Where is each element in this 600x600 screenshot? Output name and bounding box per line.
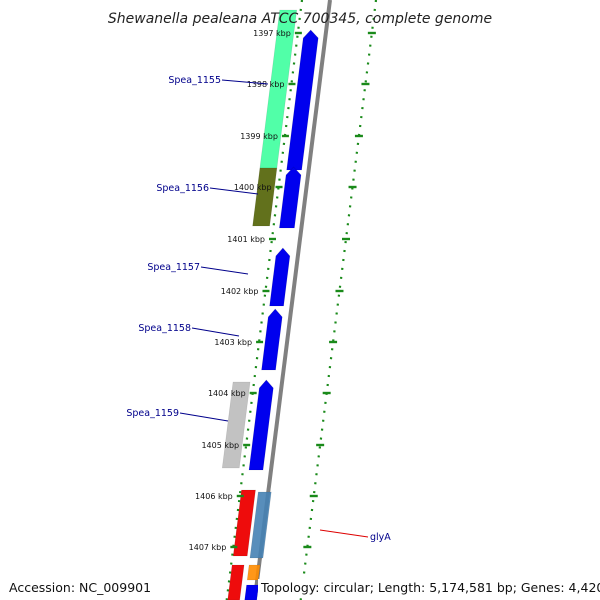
gene-leader-line [191,327,240,337]
cds-spea-1157 [269,247,291,307]
feature-glyA [232,489,256,557]
kbp-tick-label: 1399 kbp [240,132,278,141]
accession-text: Accession: NC_009901 [6,579,155,596]
feature-track [221,9,319,600]
gc-line-inner [225,0,304,600]
kbp-tick-label: 1401 kbp [227,235,265,244]
gc-content-track [225,0,378,600]
kbp-tick-label: 1398 kbp [247,80,285,89]
feature-orange-lower [246,564,261,581]
gene-leader-line [200,266,249,275]
kbp-tick-label: 1406 kbp [195,492,233,501]
gc-line-outer [299,0,378,600]
cds-spea-1156 [279,166,302,229]
kbp-ruler: 1397 kbp 1398 kbp 1399 kbp 1400 kbp 1401 kbp… [189,29,376,552]
feature-spea-1156 [252,167,278,227]
kbp-tick-label: 1404 kbp [208,389,246,398]
map-title: Shewanella pealeana ATCC 700345, complet… [108,11,492,27]
cds-spea-1159 [248,379,274,471]
kbp-tick-label: 1405 kbp [201,441,239,450]
cds-lower [244,584,259,600]
gene-leader-line [319,529,369,538]
feature-spea-1159 [221,381,251,469]
gene-label-glya[interactable]: glyA [370,532,391,543]
kbp-tick-label: 1402 kbp [221,287,259,296]
feature-red-lower [227,564,245,600]
kbp-tick-label: 1407 kbp [189,543,227,552]
gene-labels: Spea_1155 Spea_1156 Spea_1157 Spea_1158 Spea… [126,75,391,543]
gene-label-spea-1157[interactable]: Spea_1157 [147,262,200,273]
gene-leader-line [209,187,259,195]
gene-leader-line [221,79,269,85]
gene-label-spea-1155[interactable]: Spea_1155 [168,75,221,86]
topology-text: Topology: circular; Length: 5,174,581 bp… [258,579,600,596]
gene-label-spea-1158[interactable]: Spea_1158 [138,323,191,334]
feature-glyA-partner [249,491,272,559]
kbp-tick-label: 1403 kbp [214,338,252,347]
gene-label-spea-1159[interactable]: Spea_1159 [126,408,179,419]
gene-label-spea-1156[interactable]: Spea_1156 [156,183,209,194]
kbp-tick-label: 1400 kbp [234,183,272,192]
cds-spea-1155 [286,29,319,171]
kbp-tick-label: 1397 kbp [253,29,291,38]
cds-spea-1158 [261,308,283,371]
gene-leader-line [179,412,229,422]
